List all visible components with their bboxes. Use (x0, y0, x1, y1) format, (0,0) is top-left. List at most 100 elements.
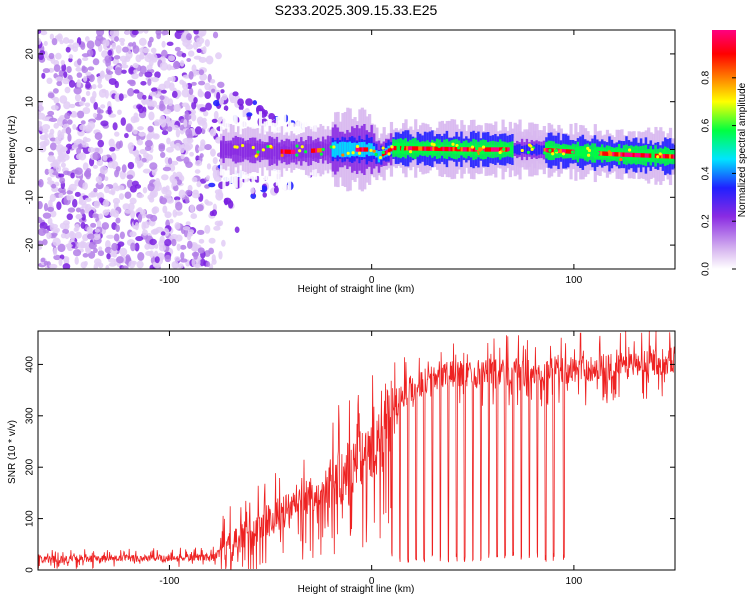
noise-blob (138, 71, 144, 77)
noise-blob (86, 226, 93, 234)
signal-core-cell (636, 153, 640, 158)
noise-blob (53, 64, 61, 72)
noise-blob (76, 110, 85, 119)
transition-blob (232, 91, 239, 97)
noise-blob (114, 169, 120, 178)
noise-blob (107, 161, 115, 169)
noise-blob (194, 126, 203, 135)
signal-band-cell (343, 141, 347, 158)
noise-blob (82, 75, 88, 82)
noise-blob (186, 33, 192, 41)
snr-frame (37, 330, 676, 571)
noise-blob (198, 238, 205, 244)
signal-core-cell (448, 146, 452, 152)
noise-blob (53, 122, 59, 129)
noise-blob (58, 192, 64, 199)
signal-speck (351, 151, 355, 155)
noise-blob (177, 263, 184, 269)
signal-band-cell (234, 144, 238, 155)
noise-blob (38, 53, 44, 61)
noise-blob (205, 175, 210, 181)
noise-blob (137, 126, 144, 131)
noise-blob (108, 113, 117, 118)
signal-core-cell (654, 153, 658, 159)
noise-blob (118, 93, 124, 101)
noise-blob (114, 185, 120, 192)
signal-core-cell (616, 152, 619, 157)
noise-blob (135, 236, 144, 242)
signal-speck (254, 154, 258, 158)
noise-blob (190, 213, 198, 220)
noise-blob (136, 193, 145, 199)
signal-core-cell (484, 147, 488, 152)
noise-blob (204, 250, 211, 257)
y-tick-label: 200 (25, 458, 36, 475)
signal-core-cell (628, 152, 632, 157)
noise-blob (102, 154, 108, 161)
signal-core-cell (497, 147, 500, 152)
noise-blob (197, 247, 205, 254)
noise-blob (47, 155, 56, 163)
signal-core-cell (385, 149, 389, 154)
signal-speck (505, 143, 509, 147)
signal-speck (300, 145, 304, 149)
noise-blob (191, 81, 197, 86)
y-tick-label: 10 (25, 96, 36, 108)
noise-blob (92, 213, 100, 218)
noise-blob (142, 187, 148, 194)
transition-blob (228, 200, 234, 209)
signal-speck (586, 146, 590, 150)
noise-blob (234, 226, 240, 233)
noise-blob (114, 131, 120, 137)
noise-blob (88, 192, 96, 198)
signal-core-cell (602, 151, 605, 156)
signal-speck (430, 151, 434, 155)
signal-core-cell (404, 146, 407, 151)
signal-core-cell (505, 147, 508, 152)
noise-blob (174, 256, 181, 262)
noise-blob (112, 58, 120, 65)
signal-speck (530, 147, 534, 151)
noise-blob (198, 30, 207, 37)
noise-blob (40, 257, 46, 263)
signal-speck (341, 153, 345, 157)
signal-core-cell (315, 148, 318, 153)
noise-blob (92, 147, 101, 154)
noise-blob (159, 100, 164, 109)
signal-band-cell (326, 144, 330, 156)
signal-core-cell (290, 149, 294, 155)
signal-core-cell (359, 147, 363, 152)
colorbar-tick-label: 0.2 (701, 214, 712, 228)
noise-blob (174, 222, 181, 230)
x-tick-label: -100 (159, 576, 179, 587)
noise-blob (75, 207, 81, 213)
noise-blob (159, 61, 169, 71)
noise-blob (136, 139, 144, 146)
noise-blob (62, 228, 70, 235)
signal-speck (355, 144, 360, 149)
signal-speck (475, 146, 479, 151)
signal-speck (240, 143, 245, 148)
noise-blob (144, 243, 151, 250)
noise-blob (160, 231, 166, 236)
signal-band-cell (266, 142, 270, 159)
noise-blob (220, 89, 225, 94)
signal-speck (656, 155, 660, 159)
noise-blob (76, 72, 83, 78)
noise-blob (112, 197, 121, 205)
noise-blob (205, 102, 212, 111)
noise-blob (90, 222, 97, 228)
noise-blob (194, 169, 201, 174)
noise-blob (213, 110, 219, 120)
noise-blob (194, 159, 203, 167)
signal-core-cell (666, 154, 670, 159)
noise-blob (48, 151, 54, 157)
noise-blob (58, 173, 65, 178)
noise-blob (166, 126, 173, 132)
noise-blob (116, 256, 124, 264)
signal-core-cell (391, 145, 395, 151)
signal-band-cell (533, 145, 537, 154)
noise-blob (117, 109, 122, 115)
noise-blob (136, 104, 143, 110)
noise-blob (84, 169, 91, 178)
